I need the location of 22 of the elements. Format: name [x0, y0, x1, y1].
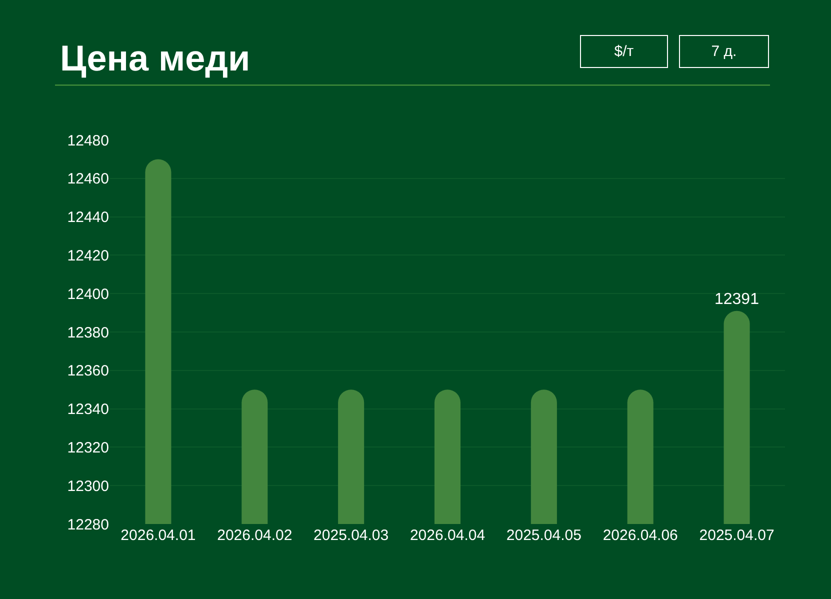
y-tick-label: 12400 — [67, 286, 109, 303]
y-tick-label: 12280 — [67, 516, 109, 534]
x-tick-label: 2026.04.02 — [217, 527, 292, 544]
chart-title: Цена меди — [60, 38, 250, 79]
y-tick-label: 12440 — [67, 209, 109, 226]
x-tick-label: 2026.04.01 — [120, 527, 196, 544]
y-tick-label: 12320 — [67, 439, 109, 456]
data-label: 12391 — [714, 290, 760, 308]
y-tick-label: 12340 — [67, 401, 109, 418]
y-tick-label: 12460 — [67, 170, 109, 188]
y-tick-label: 12380 — [67, 324, 109, 342]
y-tick-label: 12300 — [67, 478, 109, 495]
x-tick-label: 2025.04.03 — [314, 527, 389, 544]
x-tick-label: 2026.04.04 — [410, 527, 486, 544]
y-tick-label: 12480 — [67, 132, 109, 150]
x-tick-label: 2025.04.05 — [506, 527, 582, 544]
text: 7 д. — [711, 43, 737, 60]
x-tick-label: 2026.04.06 — [602, 527, 678, 544]
x-tick-label: 2025.04.07 — [699, 527, 774, 544]
y-tick-label: 12420 — [67, 247, 109, 264]
text: $/т — [614, 43, 634, 60]
y-tick-label: 12360 — [67, 362, 109, 380]
